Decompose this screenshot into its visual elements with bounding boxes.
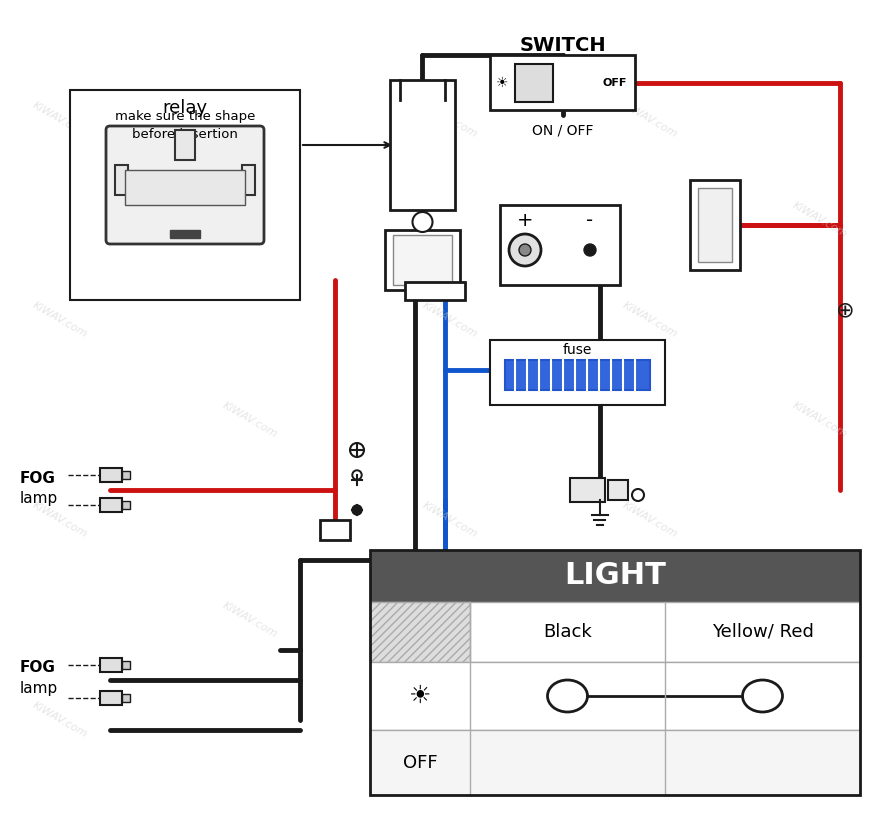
Text: KiWAV.com: KiWAV.com xyxy=(790,200,848,240)
Text: KiWAV.com: KiWAV.com xyxy=(620,100,679,139)
Bar xyxy=(369,602,469,662)
Circle shape xyxy=(349,443,363,457)
Bar xyxy=(369,550,859,795)
Text: -: - xyxy=(586,210,593,230)
Text: +: + xyxy=(516,210,533,230)
Bar xyxy=(514,64,553,102)
Text: OFF: OFF xyxy=(402,754,437,772)
Circle shape xyxy=(352,505,362,515)
Text: KiWAV.com: KiWAV.com xyxy=(30,100,90,139)
Text: KiWAV.com: KiWAV.com xyxy=(221,200,279,240)
Bar xyxy=(320,520,349,540)
Bar xyxy=(122,471,129,479)
Text: lamp: lamp xyxy=(20,491,58,505)
Bar xyxy=(369,550,859,602)
Bar xyxy=(100,498,122,512)
Text: KiWAV.com: KiWAV.com xyxy=(30,500,90,540)
Bar xyxy=(369,730,859,795)
Text: ⊕: ⊕ xyxy=(835,300,853,320)
Text: KiWAV.com: KiWAV.com xyxy=(620,300,679,340)
Bar xyxy=(569,478,604,502)
Text: KiWAV.com: KiWAV.com xyxy=(421,100,479,139)
Ellipse shape xyxy=(741,680,781,712)
Bar xyxy=(697,188,731,262)
Bar xyxy=(175,130,195,160)
Bar xyxy=(489,340,664,405)
Text: OFF: OFF xyxy=(602,77,627,87)
Bar xyxy=(122,694,129,702)
Text: fuse: fuse xyxy=(562,343,592,357)
Text: LIGHT: LIGHT xyxy=(563,562,665,591)
Text: KiWAV.com: KiWAV.com xyxy=(421,300,479,340)
Text: KiWAV.com: KiWAV.com xyxy=(421,500,479,540)
Ellipse shape xyxy=(547,680,587,712)
FancyBboxPatch shape xyxy=(106,126,263,244)
Bar xyxy=(369,662,859,730)
Text: ON / OFF: ON / OFF xyxy=(531,123,593,137)
Text: KiWAV.com: KiWAV.com xyxy=(30,300,90,340)
Bar xyxy=(385,230,460,290)
Text: ☀: ☀ xyxy=(495,76,507,90)
Bar xyxy=(100,468,122,482)
Bar xyxy=(500,205,620,285)
Bar xyxy=(689,180,740,270)
Circle shape xyxy=(519,244,530,256)
Text: FOG: FOG xyxy=(20,470,56,486)
Bar xyxy=(369,602,859,662)
Text: make sure the shape
before insertion: make sure the shape before insertion xyxy=(115,109,255,140)
Circle shape xyxy=(354,472,360,478)
Bar xyxy=(70,90,300,300)
Text: KiWAV.com: KiWAV.com xyxy=(620,700,679,740)
Bar xyxy=(122,661,129,669)
Text: FOG: FOG xyxy=(20,660,56,676)
Bar xyxy=(100,691,122,705)
Text: KiWAV.com: KiWAV.com xyxy=(30,700,90,740)
Bar xyxy=(125,170,245,205)
Text: Yellow/ Red: Yellow/ Red xyxy=(711,623,813,641)
Text: KiWAV.com: KiWAV.com xyxy=(790,400,848,440)
Text: lamp: lamp xyxy=(20,681,58,695)
Text: relay: relay xyxy=(163,99,208,117)
Bar xyxy=(169,230,200,238)
Circle shape xyxy=(508,234,541,266)
Text: KiWAV.com: KiWAV.com xyxy=(221,601,279,640)
Bar xyxy=(115,165,128,195)
Bar xyxy=(607,480,627,500)
Bar xyxy=(242,165,255,195)
Text: KiWAV.com: KiWAV.com xyxy=(620,500,679,540)
Text: SWITCH: SWITCH xyxy=(519,36,605,55)
Text: Black: Black xyxy=(542,623,591,641)
Bar xyxy=(405,282,464,300)
Bar xyxy=(504,360,649,390)
Bar xyxy=(389,80,454,210)
Bar xyxy=(393,235,452,285)
Text: KiWAV.com: KiWAV.com xyxy=(221,400,279,440)
Circle shape xyxy=(412,212,432,232)
Bar xyxy=(489,55,634,110)
Circle shape xyxy=(631,489,643,501)
Circle shape xyxy=(583,244,595,256)
Text: ☀: ☀ xyxy=(408,684,431,708)
Circle shape xyxy=(352,470,362,480)
Bar xyxy=(100,658,122,672)
Bar xyxy=(122,501,129,509)
